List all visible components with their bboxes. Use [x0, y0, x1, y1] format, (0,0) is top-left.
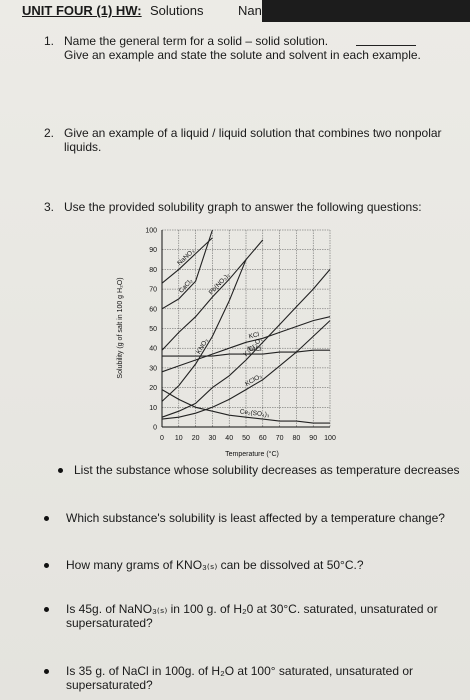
x-tick-label: 20: [192, 435, 200, 442]
curve-label: NaNO₃: [176, 248, 196, 268]
y-tick-label: 100: [145, 228, 157, 235]
y-tick-label: 30: [149, 365, 157, 372]
x-tick-label: 60: [259, 435, 267, 442]
solubility-curve: [161, 269, 331, 418]
solubility-curve: [161, 320, 331, 420]
curve-label: Ce₂(SO₄)₃: [239, 408, 270, 418]
bullet-question: Which substance's solubility is least af…: [66, 511, 445, 525]
bullet-question: Is 45g. of NaNO₃₍ₛ₎ in 100 g. of H₂0 at …: [66, 602, 438, 630]
curve-label: KClO₃: [244, 373, 264, 388]
x-tick-label: 10: [175, 435, 183, 442]
question: Name the general term for a solid – soli…: [64, 34, 329, 48]
cover: [262, 0, 470, 22]
question: Give an example and state the solute and…: [64, 48, 421, 62]
x-tick-label: 80: [293, 435, 301, 442]
x-tick-label: 50: [242, 435, 250, 442]
solubility-curve: [161, 229, 213, 310]
name-field: Nan: [238, 3, 262, 18]
solubility-curve: [161, 259, 247, 402]
y-tick-label: 20: [149, 385, 157, 392]
bullet-question: List the substance whose solubility decr…: [74, 463, 460, 477]
y-tick-label: 50: [149, 326, 157, 333]
solubility-curve: [161, 316, 331, 373]
bullet: [44, 669, 49, 674]
question: Use the provided solubility graph to ans…: [64, 200, 422, 214]
title: UNIT FOUR (1) HW:: [22, 3, 142, 18]
curve-label: NaCl: [247, 346, 262, 353]
solubility-curve: [162, 349, 330, 357]
curve-label: Pb(NO₃)₂: [208, 271, 232, 296]
y-tick-label: 90: [149, 247, 157, 254]
bullet-question: How many grams of KNO₃₍ₛ₎ can be dissolv…: [66, 558, 364, 572]
question: Give an example of a liquid / liquid sol…: [64, 126, 442, 154]
solubility-curve: [161, 389, 330, 424]
bullet: [44, 607, 49, 612]
y-axis-label: Solubility (g of salt in 100 g H₂O): [117, 277, 124, 378]
blank: [356, 45, 416, 46]
x-tick-label: 90: [309, 435, 317, 442]
curve-label: KCl: [248, 331, 260, 340]
y-tick-label: 70: [149, 287, 157, 294]
x-tick-label: 70: [276, 435, 284, 442]
y-tick-label: 40: [149, 346, 157, 353]
q-number: 3.: [44, 200, 55, 214]
bullet: [58, 468, 63, 473]
subtitle: Solutions: [150, 3, 204, 18]
x-tick-label: 100: [324, 435, 336, 442]
bullet: [44, 563, 49, 568]
y-tick-label: 10: [149, 405, 157, 412]
x-axis-label: Temperature (°C): [225, 450, 279, 458]
bullet-question: Is 35 g. of NaCl in 100g. of H₂O at 100°…: [66, 664, 413, 692]
y-tick-label: 60: [149, 306, 157, 313]
q-number: 1.: [44, 34, 55, 48]
y-tick-label: 0: [153, 425, 157, 432]
x-tick-label: 30: [209, 435, 217, 442]
curve-label: CaCl₂: [178, 277, 195, 294]
bullet: [44, 516, 49, 521]
x-tick-label: 40: [225, 435, 233, 442]
solubility-graph: Solubility (g of salt in 100 g H₂O) Temp…: [117, 228, 336, 459]
solubility-curve: [161, 237, 213, 284]
y-tick-label: 80: [149, 267, 157, 274]
q-number: 2.: [44, 126, 55, 140]
curve-label: KNO₃: [195, 337, 210, 355]
x-tick-label: 0: [160, 435, 164, 442]
